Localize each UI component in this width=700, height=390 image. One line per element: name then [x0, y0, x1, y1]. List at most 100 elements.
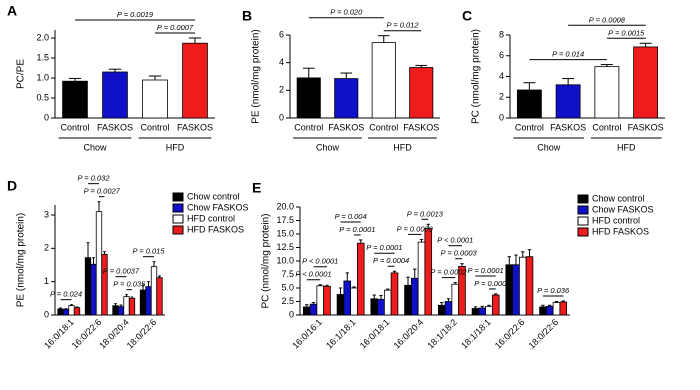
- significance-label: P < 0.0001: [295, 270, 331, 279]
- x-tick-label: 16:0/16:1: [290, 317, 324, 351]
- x-tick-label: Control: [60, 122, 89, 132]
- legend-swatch: [577, 194, 589, 204]
- significance-label: P = 0.0015: [608, 28, 645, 37]
- bar: [485, 305, 493, 316]
- bar: [128, 297, 136, 316]
- bar: [123, 296, 130, 316]
- y-tick-label: 0: [499, 112, 504, 122]
- bar: [409, 67, 434, 119]
- bar: [370, 298, 379, 316]
- significance-label: P = 0.0019: [117, 10, 154, 19]
- y-tick-label: 0.5: [36, 92, 49, 102]
- significance-label: P < 0.0001: [302, 257, 338, 266]
- x-tick-label: Control: [592, 122, 621, 132]
- x-tick-label: 16:0/22:6: [493, 317, 527, 351]
- y-tick-label: 17.5: [276, 215, 294, 225]
- y-tick-label: 2.5: [281, 296, 294, 306]
- bar: [101, 253, 108, 316]
- bar: [117, 306, 125, 316]
- legend-label: Chow FASKOS: [592, 204, 654, 214]
- legend-label: Chow FASKOS: [187, 202, 249, 212]
- bar: [471, 308, 480, 316]
- y-tick-label: 0: [44, 309, 49, 319]
- bar: [145, 286, 152, 316]
- bar: [552, 302, 561, 316]
- legend-swatch: [577, 205, 589, 215]
- y-tick-label: 0: [289, 309, 294, 319]
- x-tick-label: Control: [515, 122, 544, 132]
- legend-swatch: [577, 227, 589, 237]
- bar: [437, 304, 446, 316]
- bar: [458, 265, 466, 316]
- y-tick-label: 4: [279, 57, 284, 67]
- x-tick-label: FASKOS: [177, 122, 213, 132]
- x-tick-label: Control: [140, 122, 169, 132]
- y-tick-label: 7.5: [281, 269, 294, 279]
- bar: [139, 289, 147, 316]
- y-tick-label: 20.0: [276, 201, 294, 211]
- y-tick-label: 4: [499, 71, 504, 81]
- bar: [57, 308, 64, 316]
- bar: [545, 305, 554, 316]
- bar: [371, 42, 396, 119]
- bar: [390, 272, 399, 316]
- x-tick-label: 18:0/22:6: [125, 317, 159, 351]
- legend-swatch: [172, 192, 184, 202]
- y-tick-label: 8: [499, 29, 504, 39]
- significance-label: P = 0.0009: [397, 224, 434, 233]
- legend-label: HFD FASKOS: [592, 226, 649, 236]
- bar: [350, 287, 358, 316]
- y-tick-label: 1.5: [36, 52, 49, 62]
- significance-label: P = 0.004: [335, 212, 367, 221]
- bar: [451, 283, 460, 316]
- y-axis-title: PC/PE: [16, 59, 27, 89]
- panel-letter: C: [462, 8, 472, 24]
- significance-label: P = 0.035: [113, 280, 146, 289]
- legend-label: HFD FASKOS: [187, 224, 244, 234]
- y-tick-label: 2.0: [36, 32, 49, 42]
- y-tick-label: 6: [279, 29, 284, 39]
- y-tick-label: 10.0: [276, 255, 294, 265]
- bar: [478, 307, 487, 316]
- y-axis-title: PE (nmol/mg protein): [16, 213, 27, 307]
- y-tick-label: 1.0: [36, 72, 49, 82]
- y-axis-title: PC (nmol/mg protein): [261, 213, 272, 308]
- bar: [404, 284, 412, 316]
- significance-label: P = 0.024: [50, 290, 82, 299]
- bar: [410, 277, 419, 316]
- bar: [539, 306, 547, 316]
- bar: [102, 71, 128, 119]
- bar: [559, 301, 568, 316]
- bar: [516, 89, 542, 119]
- bar: [594, 66, 620, 119]
- significance-label: P = 0.0003: [441, 249, 478, 258]
- bar: [633, 46, 659, 119]
- y-tick-label: 2: [44, 243, 49, 253]
- bar: [150, 266, 158, 316]
- bar: [336, 294, 345, 316]
- bar: [142, 79, 168, 119]
- bar: [296, 77, 321, 119]
- x-tick-label: FASKOS: [97, 122, 133, 132]
- x-tick-label: Control: [294, 122, 323, 132]
- bar: [512, 264, 520, 316]
- bar: [73, 307, 81, 316]
- bar: [95, 211, 103, 316]
- x-tick-label: Control: [369, 122, 398, 132]
- significance-label: P = 0.020: [330, 8, 363, 17]
- bar: [302, 306, 311, 316]
- bar: [377, 298, 385, 316]
- group-label: HFD: [617, 142, 636, 152]
- significance-label: P = 0.032: [77, 174, 110, 183]
- bar: [383, 289, 392, 316]
- y-tick-label: 15.0: [276, 228, 294, 238]
- x-tick-label: FASKOS: [403, 122, 439, 132]
- significance-label: P < 0.0001: [437, 236, 473, 245]
- significance-label: P = 0.0027: [84, 187, 121, 196]
- legend-label: Chow control: [592, 193, 645, 203]
- bar: [343, 280, 352, 316]
- panel-letter: E: [252, 180, 261, 196]
- group-label: Chow: [537, 142, 561, 152]
- bar: [309, 303, 318, 316]
- group-label: Chow: [83, 142, 107, 152]
